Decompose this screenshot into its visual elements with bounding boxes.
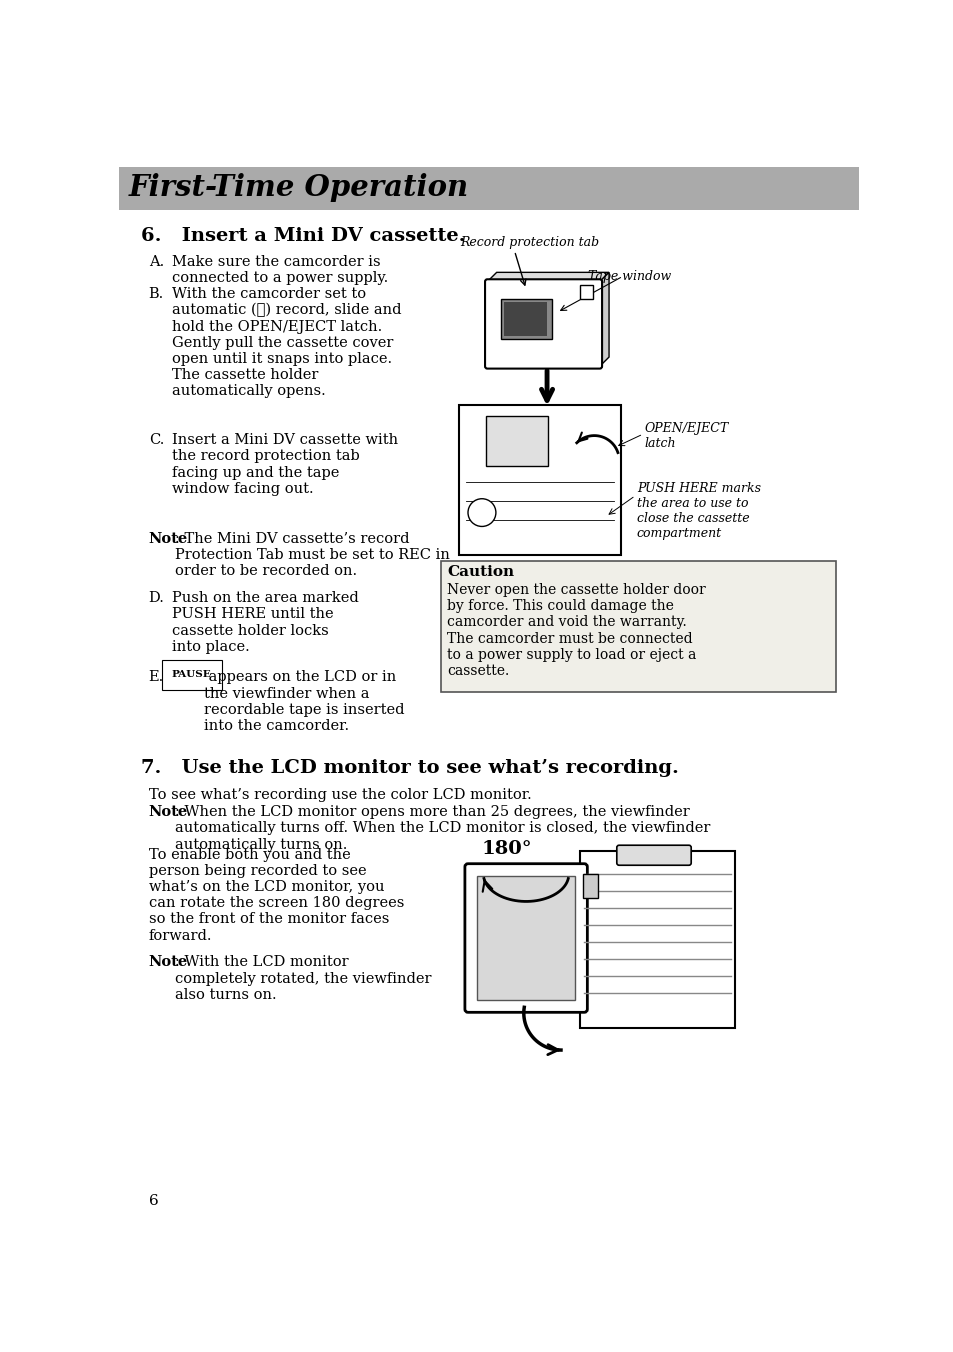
Text: Never open the cassette holder door
by force. This could damage the
camcorder an: Never open the cassette holder door by f… [447,583,705,629]
Text: C.: C. [149,433,164,448]
Text: The camcorder must be connected
to a power supply to load or eject a
cassette.: The camcorder must be connected to a pow… [447,631,696,679]
Bar [504,303,546,337]
Bar [500,299,551,339]
Text: A.: A. [149,254,164,269]
Text: : With the LCD monitor
completely rotated, the viewfinder
also turns on.: : With the LCD monitor completely rotate… [174,956,431,1002]
Text: Insert a Mini DV cassette with
the record protection tab
facing up and the tape
: Insert a Mini DV cassette with the recor… [172,433,397,496]
Bar [485,416,547,466]
Text: Record protection tab: Record protection tab [459,237,598,249]
Text: : The Mini DV cassette’s record
Protection Tab must be set to REC in
order to be: : The Mini DV cassette’s record Protecti… [174,531,450,579]
FancyBboxPatch shape [464,864,587,1013]
Bar [458,404,620,554]
Bar [582,875,598,898]
Text: 7.   Use the LCD monitor to see what’s recording.: 7. Use the LCD monitor to see what’s rec… [141,758,679,777]
FancyBboxPatch shape [617,845,691,865]
Bar [119,166,858,210]
Text: Note: Note [149,956,188,969]
Text: Caution: Caution [447,565,514,579]
Text: 90°: 90° [649,979,686,996]
Text: With the camcorder set to
automatic (☐) record, slide and
hold the OPEN/EJECT la: With the camcorder set to automatic (☐) … [172,287,401,399]
Text: appears on the LCD or in
the viewfinder when a
recordable tape is inserted
into : appears on the LCD or in the viewfinder … [204,671,405,733]
Bar [579,285,592,299]
Circle shape [468,499,496,526]
Text: Tape window: Tape window [587,270,671,283]
Text: Note: Note [149,806,188,819]
Text: PUSH HERE marks
the area to use to
close the cassette
compartment: PUSH HERE marks the area to use to close… [637,481,760,539]
Text: PAUSE: PAUSE [172,671,212,680]
Text: 6.   Insert a Mini DV cassette.: 6. Insert a Mini DV cassette. [141,227,465,245]
Text: OPEN/EJECT
latch: OPEN/EJECT latch [644,422,728,450]
Text: To see what’s recording use the color LCD monitor.: To see what’s recording use the color LC… [149,788,531,802]
Text: First-Time Operation: First-Time Operation [129,173,468,201]
FancyBboxPatch shape [484,280,601,369]
Text: B.: B. [149,287,164,301]
Polygon shape [599,272,608,366]
Text: E.: E. [149,671,164,684]
Bar [476,876,575,1000]
Bar [579,852,735,1029]
Text: Push on the area marked
PUSH HERE until the
cassette holder locks
into place.: Push on the area marked PUSH HERE until … [172,591,358,654]
Text: 180°: 180° [481,840,532,857]
Text: Note: Note [149,531,188,546]
Text: Make sure the camcorder is
connected to a power supply.: Make sure the camcorder is connected to … [172,254,388,285]
Text: : When the LCD monitor opens more than 25 degrees, the viewfinder
automatically : : When the LCD monitor opens more than 2… [174,806,710,852]
Text: 6: 6 [149,1194,158,1209]
Polygon shape [487,272,608,281]
Bar [440,561,835,692]
Text: D.: D. [149,591,165,606]
Text: To enable both you and the
person being recorded to see
what’s on the LCD monito: To enable both you and the person being … [149,848,404,942]
